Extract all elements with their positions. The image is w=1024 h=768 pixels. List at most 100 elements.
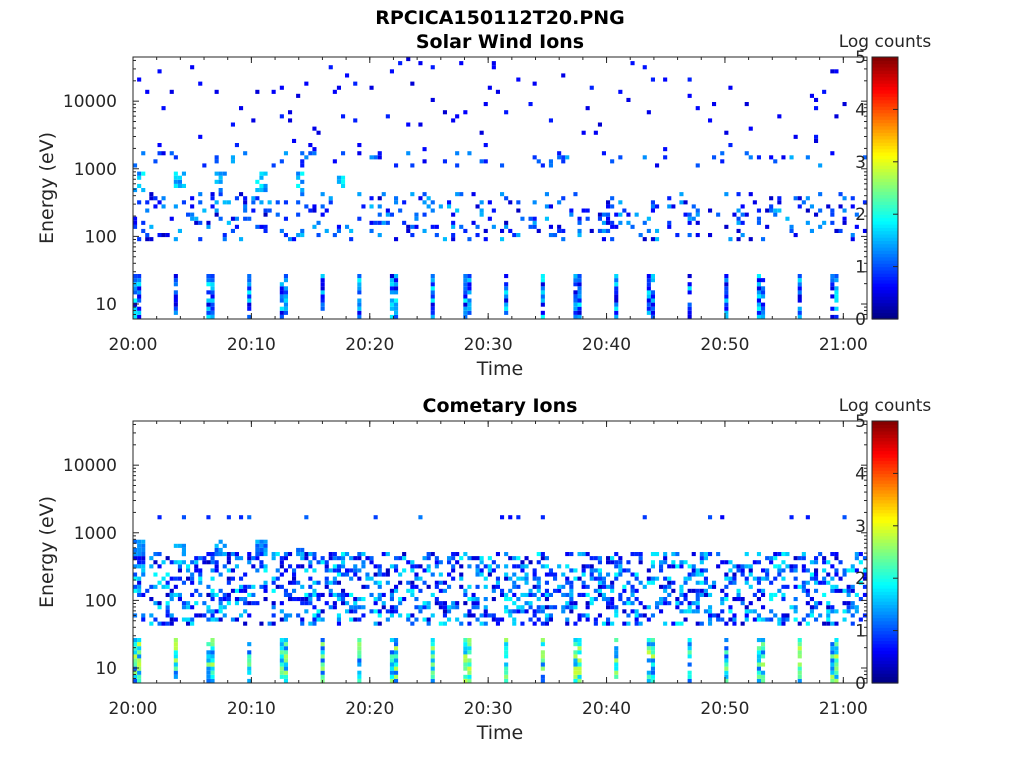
heatmap-cell — [312, 147, 317, 152]
heatmap-cell — [573, 605, 578, 610]
colorbar-segment — [872, 476, 898, 481]
heatmap-cell — [797, 670, 802, 675]
heatmap-cell — [288, 564, 293, 569]
heatmap-cell — [194, 613, 199, 618]
colorbar-segment — [872, 122, 898, 127]
heatmap-cell — [394, 654, 399, 659]
heatmap-cell — [850, 601, 855, 606]
heatmap-cell — [610, 597, 615, 602]
heatmap-cell — [573, 282, 578, 287]
heatmap-cell — [565, 576, 570, 581]
heatmap-cell — [805, 621, 810, 626]
heatmap-cell — [463, 674, 468, 679]
heatmap-cell — [169, 588, 174, 593]
heatmap-cell — [137, 77, 142, 82]
heatmap-cell — [614, 662, 619, 667]
heatmap-cell — [173, 658, 178, 663]
heatmap-cell — [601, 597, 606, 602]
heatmap-cell — [826, 601, 831, 606]
heatmap-cell — [173, 662, 178, 667]
heatmap-cell — [357, 597, 362, 602]
heatmap-cell — [691, 572, 696, 577]
heatmap-cell — [206, 654, 211, 659]
heatmap-cell — [581, 584, 586, 589]
heatmap-cell — [320, 560, 325, 565]
heatmap-cell — [137, 290, 142, 295]
heatmap-cell — [504, 290, 509, 295]
colorbar-segment — [872, 279, 898, 284]
heatmap-cell — [394, 605, 399, 610]
heatmap-cell — [426, 196, 431, 201]
heatmap-cell — [663, 576, 668, 581]
heatmap-cell — [247, 584, 252, 589]
heatmap-cell — [646, 658, 651, 663]
heatmap-cell — [557, 151, 562, 156]
heatmap-cell — [406, 122, 411, 127]
heatmap-cell — [724, 310, 729, 315]
heatmap-cell — [410, 233, 415, 238]
heatmap-cell — [650, 613, 655, 618]
heatmap-cell — [708, 552, 713, 557]
heatmap-cell — [850, 204, 855, 209]
heatmap-cell — [814, 605, 819, 610]
heatmap-cell — [394, 556, 399, 561]
heatmap-cell — [243, 204, 248, 209]
heatmap-cell — [650, 200, 655, 205]
heatmap-cell — [479, 212, 484, 217]
heatmap-cell — [394, 646, 399, 651]
heatmap-cell — [422, 228, 427, 233]
heatmap-cell — [357, 617, 362, 622]
heatmap-cell — [169, 576, 174, 581]
heatmap-cell — [137, 646, 142, 651]
heatmap-cell — [283, 233, 288, 238]
heatmap-cell — [720, 601, 725, 606]
heatmap-cell — [247, 560, 252, 565]
heatmap-cell — [728, 237, 733, 242]
heatmap-cell — [822, 560, 827, 565]
heatmap-cell — [544, 597, 549, 602]
heatmap-cell — [430, 294, 435, 299]
heatmap-cell — [247, 666, 252, 671]
heatmap-cell — [650, 646, 655, 651]
heatmap-cell — [365, 584, 370, 589]
heatmap-cell — [756, 650, 761, 655]
heatmap-cell — [614, 666, 619, 671]
heatmap-cell — [573, 638, 578, 643]
heatmap-cell — [577, 302, 582, 307]
heatmap-cell — [614, 564, 619, 569]
heatmap-cell — [740, 220, 745, 225]
colorbar-tick-label: 1 — [855, 258, 866, 278]
heatmap-cell — [708, 613, 713, 618]
heatmap-cell — [198, 192, 203, 197]
heatmap-cell — [447, 609, 452, 614]
heatmap-cell — [646, 294, 651, 299]
heatmap-cell — [593, 617, 598, 622]
heatmap-cell — [190, 592, 195, 597]
heatmap-cell — [557, 564, 562, 569]
heatmap-cell — [206, 298, 211, 303]
heatmap-cell — [756, 560, 761, 565]
heatmap-cell — [320, 592, 325, 597]
heatmap-cell — [177, 179, 182, 184]
heatmap-cell — [300, 192, 305, 197]
heatmap-cell — [279, 85, 284, 90]
heatmap-cell — [557, 224, 562, 229]
heatmap-cell — [177, 560, 182, 565]
heatmap-cell — [858, 617, 863, 622]
heatmap-cell — [133, 658, 138, 663]
heatmap-cell — [467, 282, 472, 287]
heatmap-cell — [663, 552, 668, 557]
heatmap-cell — [288, 597, 293, 602]
heatmap-cell — [679, 592, 684, 597]
heatmap-cell — [296, 552, 301, 557]
heatmap-cell — [394, 568, 399, 573]
heatmap-cell — [283, 642, 288, 647]
heatmap-cell — [369, 609, 374, 614]
heatmap-cell — [341, 564, 346, 569]
x-tick-label: 20:40 — [582, 335, 631, 355]
heatmap-cell — [133, 638, 138, 643]
heatmap-cell — [761, 654, 766, 659]
heatmap-cell — [479, 130, 484, 135]
heatmap-cell — [618, 89, 623, 94]
heatmap-cell — [618, 572, 623, 577]
